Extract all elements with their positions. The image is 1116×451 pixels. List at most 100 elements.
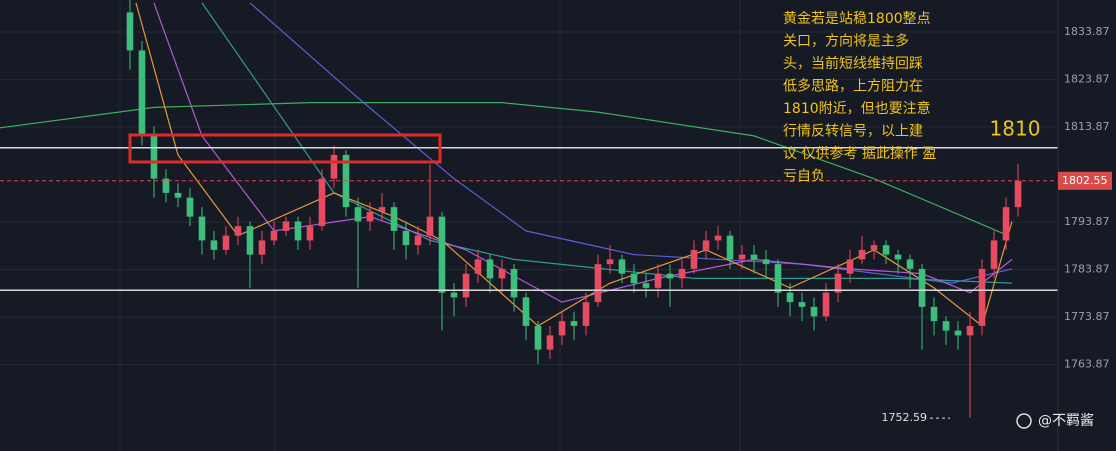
candle-body <box>798 302 806 307</box>
watermark-icon <box>1016 413 1032 429</box>
candle-body <box>666 273 674 279</box>
candle-body <box>570 321 578 326</box>
annotation-line: 行情反转信号，以上建 <box>783 124 923 140</box>
y-tick-label: 1763.87 <box>1064 358 1110 371</box>
candle-body <box>294 221 302 241</box>
y-tick-label: 1823.87 <box>1064 73 1110 86</box>
candle-body <box>870 245 878 250</box>
candle-body <box>222 235 230 250</box>
candle-body <box>918 268 926 307</box>
annotation-line: 黄金若是站稳1800整点 <box>783 10 931 27</box>
candle-body <box>234 226 242 236</box>
candle-body <box>474 259 482 274</box>
ma-line <box>135 2 1013 327</box>
candle-body <box>450 292 458 298</box>
last-price-tag <box>1058 171 1112 190</box>
candle-body <box>786 292 794 303</box>
candle-body <box>618 259 626 274</box>
candle-body <box>306 226 314 241</box>
highlight-box <box>128 133 442 164</box>
price-axis: 1763.87 1773.87 1783.87 1793.87 1813.87 1823.… <box>1057 0 1112 451</box>
candle-body <box>606 259 614 265</box>
candle-body <box>846 259 854 274</box>
candle-body <box>822 292 830 317</box>
ma-lines <box>0 2 1013 327</box>
candle-body <box>462 273 470 298</box>
low-label: 1752.59 <box>882 411 928 424</box>
candle-body <box>930 306 938 322</box>
candle-body <box>402 230 410 246</box>
candle-body <box>750 254 758 260</box>
annotation-line: 1810附近，但也要注意 <box>783 100 931 117</box>
candle-body <box>1002 207 1010 241</box>
candle-body <box>426 216 434 236</box>
candle-body <box>954 330 962 336</box>
candle-body <box>282 221 290 231</box>
candle-body <box>354 207 362 222</box>
candle-body <box>522 297 530 326</box>
candle-body <box>546 335 554 350</box>
candle-body <box>834 273 842 293</box>
candle-body <box>630 273 638 284</box>
candle-body <box>534 325 542 350</box>
candle-body <box>270 230 278 241</box>
candle-body <box>198 216 206 241</box>
watermark: @不羁酱 <box>1038 413 1094 429</box>
candle-body <box>990 240 998 269</box>
candle-body <box>714 235 722 241</box>
levels: 1752.59 <box>0 147 1058 424</box>
candle-body <box>726 235 734 260</box>
candle-body <box>126 12 134 51</box>
candle-body <box>738 254 746 260</box>
resistance-label: 1810 <box>990 117 1041 141</box>
candle-body <box>810 306 818 317</box>
y-tick-label: 1793.87 <box>1064 215 1110 228</box>
candle-body <box>486 259 494 279</box>
candle-body <box>174 192 182 198</box>
candle-body <box>210 240 218 250</box>
candle-body <box>414 235 422 246</box>
candle-body <box>186 197 194 217</box>
annotation-line: 议 仅供参考 据此操作 盈 <box>783 145 936 162</box>
candle-body <box>702 240 710 250</box>
ma-line <box>0 102 1009 237</box>
candle-body <box>558 321 566 336</box>
candle-body <box>582 302 590 326</box>
candle-body <box>498 268 506 279</box>
candle-body <box>162 178 170 193</box>
candle-body <box>882 245 890 255</box>
candle-body <box>318 178 326 227</box>
candle-body <box>150 135 158 179</box>
y-tick-label: 1783.87 <box>1064 263 1110 276</box>
candle-body <box>594 264 602 303</box>
candle-body <box>246 226 254 255</box>
candle-body <box>366 211 374 222</box>
candle-body <box>138 50 146 136</box>
candle-body <box>678 268 686 279</box>
candle-body <box>510 268 518 298</box>
candle-body <box>906 259 914 269</box>
annotation-line: 头，当前短线维持回踩 <box>783 55 923 72</box>
candle-body <box>258 240 266 255</box>
candle-body <box>690 249 698 269</box>
candle-body <box>1014 180 1022 208</box>
annotation-line: 关口，方向将是主多 <box>783 33 909 50</box>
annotation-line: 亏自负 <box>783 169 825 185</box>
candle-body <box>858 249 866 260</box>
candle-body <box>774 264 782 293</box>
y-tick-label: 1833.87 <box>1064 25 1110 38</box>
candle-body <box>654 273 662 288</box>
candle-body <box>762 259 770 265</box>
annotation: 黄金若是站稳1800整点关口，方向将是主多头，当前短线维持回踩低多思路，上方阻力… <box>783 10 936 185</box>
candle-body <box>978 268 986 326</box>
candle-body <box>642 283 650 288</box>
candle-body <box>942 321 950 331</box>
y-tick-label: 1773.87 <box>1064 310 1110 323</box>
annotation-line: 低多思路，上方阻力在 <box>783 78 923 95</box>
candle-body <box>966 325 974 336</box>
candle-body <box>390 207 398 231</box>
candle-body <box>894 254 902 260</box>
candle-body <box>438 216 446 293</box>
candle-body <box>378 207 386 212</box>
